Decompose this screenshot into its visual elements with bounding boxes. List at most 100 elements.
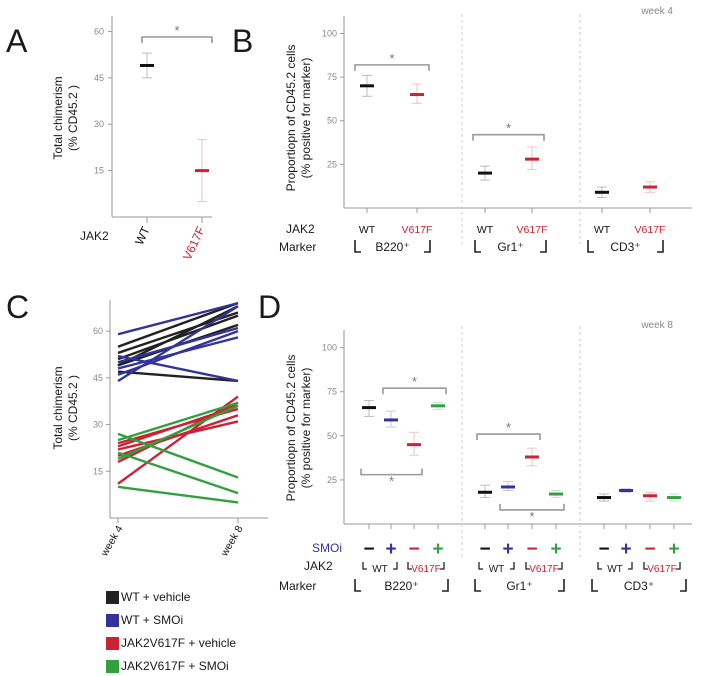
y-tick-label: 30: [93, 420, 103, 430]
jak2-label: V617F: [647, 564, 676, 575]
legend-label: JAK2V617F + SMOi: [121, 659, 229, 673]
x-tick-label: V617F: [635, 224, 666, 236]
y-tick-label: 45: [94, 73, 104, 83]
smoi-sign: +: [385, 539, 396, 560]
y-tick-label: 100: [322, 28, 337, 38]
x-tick-label: week 8: [218, 523, 246, 559]
x-tick-label: V617F: [402, 224, 433, 236]
y-tick-label: 60: [94, 26, 104, 36]
jak2-bracket-left: [362, 562, 367, 570]
y-tick-label: 60: [93, 326, 103, 336]
y-tick-label: 75: [327, 387, 337, 397]
y-axis-label-line: Total chimerism: [51, 366, 65, 449]
series-3-line: [117, 432, 239, 479]
x-tick-label: V617F: [180, 224, 208, 262]
marker-1-bracket-right: [540, 240, 547, 253]
y-tick-label: 100: [322, 343, 337, 353]
series-2-line: [117, 395, 239, 485]
marker-2-bracket-left: [591, 579, 598, 592]
y-axis-label: Proportiopn of CD45.2 cells(% positive f…: [284, 355, 313, 502]
panel-letter-a: A: [6, 23, 28, 59]
x-tick-label: WT: [132, 224, 153, 247]
y-tick-label: 50: [327, 431, 337, 441]
jak2-label: V617F: [529, 564, 558, 575]
y-axis-label: Proportiopn of CD45.2 cells(% positive f…: [284, 45, 313, 192]
marker-1-bracket-left: [474, 579, 481, 592]
legend-swatch: [106, 591, 119, 604]
legend-swatch: [106, 614, 119, 627]
jak2-label: V617F: [411, 564, 440, 575]
panel-d: 25 50 75 100 Proportiopn of CD45.2 cells(% p…: [279, 320, 692, 593]
y-tick-label: 50: [327, 116, 337, 126]
jak2-bracket-right: [440, 562, 445, 570]
legend-swatch: [106, 660, 119, 673]
smoi-sign: −: [598, 539, 609, 560]
panel-b: 25 50 75 100 Proportiopn of CD45.2 cells(% p…: [279, 6, 692, 254]
significance-3-bracket: [499, 503, 565, 511]
smoi-sign: −: [479, 539, 490, 560]
jak2-bracket-left: [407, 562, 412, 570]
significance-1-bracket: [360, 468, 423, 476]
significance-0-star: *: [389, 51, 394, 66]
series-3-line: [117, 404, 239, 460]
smoi-sign: −: [526, 539, 537, 560]
smoi-sign: +: [668, 539, 679, 560]
marker-2-label: CD3⁺: [624, 579, 654, 593]
marker-2-bracket-left: [587, 240, 594, 253]
series-1-line: [117, 305, 239, 382]
jak2-bracket-right: [628, 562, 633, 570]
series-3-line: [117, 451, 239, 495]
y-tick-label: 75: [327, 72, 337, 82]
panel-c: 15 30 45 60 Total chimerism(% CD45.2 ) week 4…: [51, 300, 268, 673]
jak2-bracket-left: [597, 562, 602, 570]
row-label-jak2: JAK2: [304, 559, 333, 573]
smoi-sign: −: [363, 539, 374, 560]
marker-0-label: B220⁺: [375, 240, 409, 254]
y-axis-label-line: (% positive for marker): [299, 58, 313, 179]
smoi-sign: +: [502, 539, 513, 560]
significance-0-star: *: [412, 374, 417, 389]
significance-0-bracket: [382, 387, 447, 395]
marker-2-bracket-right: [657, 240, 664, 253]
significance-star: *: [174, 23, 179, 38]
smoi-sign: +: [550, 539, 561, 560]
x-tick-label: V617F: [517, 224, 548, 236]
y-tick-label: 15: [94, 166, 104, 176]
legend-label: WT + SMOi: [121, 613, 183, 627]
x-tick-label: WT: [359, 224, 376, 236]
smoi-sign: +: [432, 539, 443, 560]
marker-0-bracket-left: [354, 579, 361, 592]
jak2-bracket-right: [393, 562, 398, 570]
y-axis-label-line: Total chimerism: [51, 76, 65, 159]
series-1-line: [117, 336, 239, 370]
marker-1-bracket-left: [474, 240, 481, 253]
jak2-bracket-left: [525, 562, 530, 570]
series-1-line: [117, 301, 239, 336]
significance-2-star: *: [506, 420, 511, 435]
row-label-jak2: JAK2: [80, 229, 109, 243]
y-axis-label: Total chimerism(% CD45.2 ): [51, 76, 80, 159]
significance-3-star: *: [529, 509, 534, 524]
legend-label: JAK2V617F + vehicle: [121, 636, 236, 650]
marker-1-label: Gr1⁺: [497, 240, 523, 254]
legend-swatch: [106, 637, 119, 650]
panel-letter-d: D: [258, 289, 281, 325]
series-0-line: [117, 370, 239, 383]
marker-0-label: B220⁺: [384, 579, 418, 593]
smoi-sign: −: [408, 539, 419, 560]
panel-letter-c: C: [6, 289, 29, 325]
panel-letter-b: B: [232, 23, 253, 59]
row-label-marker: Marker: [279, 579, 316, 593]
y-axis-label-line: (% positive for marker): [299, 368, 313, 489]
series-3-line: [117, 485, 239, 504]
subtitle-week: week 4: [640, 6, 673, 17]
marker-2-bracket-right: [680, 579, 687, 592]
y-axis-label-line: Proportiopn of CD45.2 cells: [284, 45, 298, 192]
row-label-smoi: SMOi: [312, 541, 342, 555]
marker-0-bracket-right: [424, 240, 431, 253]
marker-1-bracket-right: [558, 579, 565, 592]
x-tick-label: WT: [477, 224, 494, 236]
legend-label: WT + vehicle: [121, 590, 191, 604]
x-tick-label: week 4: [98, 523, 126, 559]
y-tick-label: 15: [93, 466, 103, 476]
